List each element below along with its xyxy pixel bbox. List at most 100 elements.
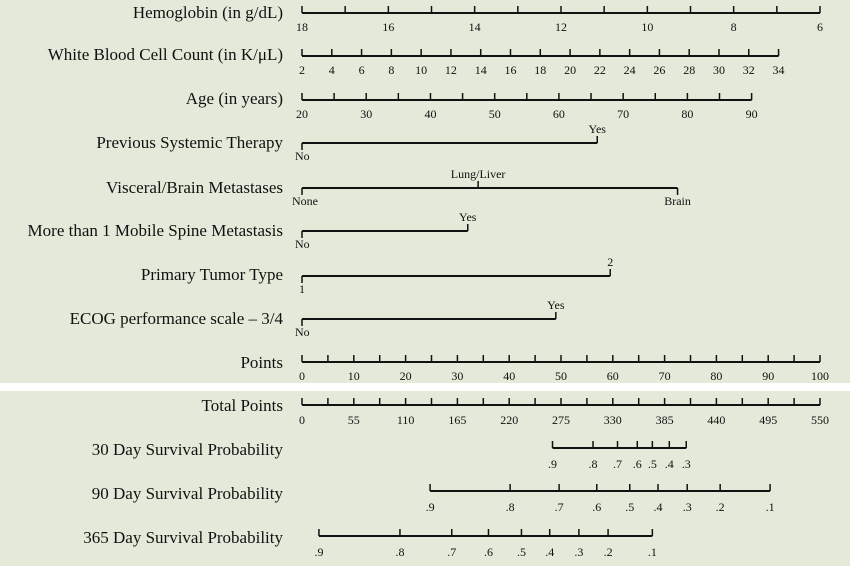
points-tick-label: 40 [503, 369, 515, 383]
survival_90d-tick-label: .1 [766, 500, 775, 514]
survival_30d-tick-label: .5 [648, 457, 657, 471]
age-tick-label: 70 [617, 107, 629, 121]
survival_90d-tick-label: .2 [716, 500, 725, 514]
survival_90d-tick-label: .7 [555, 500, 564, 514]
wbc-tick-label: 28 [683, 63, 695, 77]
points-tick-label: 50 [555, 369, 567, 383]
age-label: Age (in years) [186, 89, 283, 108]
total_points-tick-label: 55 [348, 413, 360, 427]
age-tick-label: 80 [681, 107, 693, 121]
survival_30d-tick-label: .4 [665, 457, 674, 471]
total_points-label: Total Points [202, 396, 283, 415]
hemoglobin-tick-label: 6 [817, 20, 823, 34]
age-tick-label: 30 [360, 107, 372, 121]
survival_90d-tick-label: .8 [506, 500, 515, 514]
survival_365d-label: 365 Day Survival Probability [83, 528, 283, 547]
survival_30d-label: 30 Day Survival Probability [92, 440, 284, 459]
wbc-tick-label: 10 [415, 63, 427, 77]
survival_90d-tick-label: .6 [592, 500, 601, 514]
points-tick-label: 100 [811, 369, 829, 383]
total_points-tick-label: 330 [604, 413, 622, 427]
spine_mets-category-label: No [295, 237, 310, 251]
systemic_therapy-category-label: Yes [589, 122, 607, 136]
survival_30d-tick-label: .8 [589, 457, 598, 471]
spine_mets-label: More than 1 Mobile Spine Metastasis [28, 221, 283, 240]
survival_90d-tick-label: .5 [625, 500, 634, 514]
visceral_brain-category-label: Lung/Liver [451, 167, 506, 181]
visceral_brain-label: Visceral/Brain Metastases [106, 178, 283, 197]
survival_365d-tick-label: .1 [648, 545, 657, 559]
points-tick-label: 80 [710, 369, 722, 383]
survival_90d-tick-label: .9 [426, 500, 435, 514]
survival_365d-tick-label: .2 [604, 545, 613, 559]
tumor_type-category-label: 1 [299, 282, 305, 296]
ecog-category-label: No [295, 325, 310, 339]
wbc-tick-label: 4 [329, 63, 335, 77]
total_points-tick-label: 165 [448, 413, 466, 427]
wbc-tick-label: 32 [743, 63, 755, 77]
total_points-tick-label: 495 [759, 413, 777, 427]
wbc-tick-label: 34 [773, 63, 785, 77]
hemoglobin-tick-label: 10 [641, 20, 653, 34]
ecog-category-label: Yes [547, 298, 565, 312]
total_points-tick-label: 440 [707, 413, 725, 427]
total_points-tick-label: 385 [656, 413, 674, 427]
systemic_therapy-category-label: No [295, 149, 310, 163]
wbc-tick-label: 8 [388, 63, 394, 77]
points-tick-label: 60 [607, 369, 619, 383]
points-tick-label: 0 [299, 369, 305, 383]
visceral_brain-category-label: None [292, 194, 318, 208]
survival_30d-tick-label: .7 [613, 457, 622, 471]
points-tick-label: 90 [762, 369, 774, 383]
total_points-tick-label: 550 [811, 413, 829, 427]
survival_90d-tick-label: .3 [683, 500, 692, 514]
tumor_type-category-label: 2 [607, 255, 613, 269]
systemic_therapy-label: Previous Systemic Therapy [96, 133, 283, 152]
total_points-tick-label: 220 [500, 413, 518, 427]
survival_30d-tick-label: .6 [633, 457, 642, 471]
survival_365d-tick-label: .4 [545, 545, 554, 559]
survival_30d-tick-label: .9 [548, 457, 557, 471]
hemoglobin-tick-label: 18 [296, 20, 308, 34]
survival_90d-label: 90 Day Survival Probability [92, 484, 284, 503]
survival_365d-tick-label: .8 [395, 545, 404, 559]
tumor_type-label: Primary Tumor Type [141, 265, 283, 284]
hemoglobin-tick-label: 8 [731, 20, 737, 34]
survival_90d-tick-label: .4 [654, 500, 663, 514]
age-tick-label: 20 [296, 107, 308, 121]
hemoglobin-tick-label: 14 [469, 20, 481, 34]
wbc-label: White Blood Cell Count (in K/μL) [48, 45, 283, 64]
age-tick-label: 40 [424, 107, 436, 121]
survival_365d-tick-label: .5 [517, 545, 526, 559]
total_points-tick-label: 110 [397, 413, 415, 427]
age-tick-label: 50 [489, 107, 501, 121]
wbc-tick-label: 30 [713, 63, 725, 77]
wbc-tick-label: 14 [475, 63, 487, 77]
visceral_brain-category-label: Brain [664, 194, 691, 208]
panel-separator [0, 383, 850, 391]
wbc-tick-label: 22 [594, 63, 606, 77]
wbc-tick-label: 24 [624, 63, 636, 77]
survival_365d-tick-label: .6 [484, 545, 493, 559]
spine_mets-category-label: Yes [459, 210, 477, 224]
age-tick-label: 90 [746, 107, 758, 121]
points-tick-label: 30 [451, 369, 463, 383]
total_points-tick-label: 275 [552, 413, 570, 427]
survival_365d-tick-label: .9 [314, 545, 323, 559]
wbc-tick-label: 16 [504, 63, 516, 77]
wbc-tick-label: 6 [359, 63, 365, 77]
points-label: Points [240, 353, 283, 372]
hemoglobin-tick-label: 12 [555, 20, 567, 34]
wbc-tick-label: 2 [299, 63, 305, 77]
survival_365d-tick-label: .3 [574, 545, 583, 559]
survival_365d-tick-label: .7 [447, 545, 456, 559]
hemoglobin-tick-label: 16 [382, 20, 394, 34]
points-tick-label: 70 [659, 369, 671, 383]
points-tick-label: 10 [348, 369, 360, 383]
points-tick-label: 20 [400, 369, 412, 383]
ecog-label: ECOG performance scale – 3/4 [70, 309, 284, 328]
survival_30d-tick-label: .3 [682, 457, 691, 471]
